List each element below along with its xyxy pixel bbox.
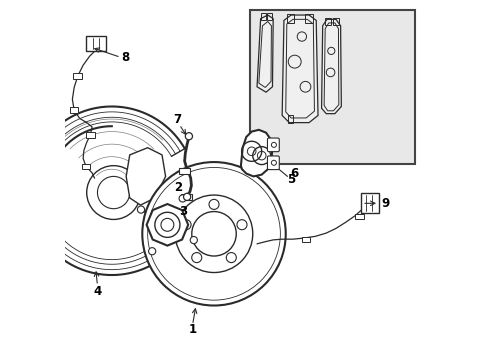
- Circle shape: [185, 133, 192, 140]
- FancyBboxPatch shape: [179, 168, 189, 174]
- FancyBboxPatch shape: [85, 36, 105, 51]
- FancyBboxPatch shape: [81, 163, 90, 169]
- Text: 1: 1: [188, 323, 196, 336]
- Text: 9: 9: [380, 197, 388, 210]
- Polygon shape: [257, 15, 273, 92]
- FancyBboxPatch shape: [86, 132, 94, 138]
- Circle shape: [148, 248, 155, 255]
- FancyBboxPatch shape: [301, 237, 310, 242]
- Polygon shape: [282, 15, 317, 123]
- FancyBboxPatch shape: [181, 194, 192, 200]
- Circle shape: [190, 237, 197, 244]
- Bar: [249, 10, 414, 164]
- Circle shape: [179, 195, 186, 202]
- Text: 4: 4: [93, 285, 102, 298]
- Text: 2: 2: [174, 181, 182, 194]
- FancyBboxPatch shape: [70, 107, 78, 113]
- Text: 3: 3: [179, 205, 187, 218]
- Polygon shape: [241, 130, 272, 176]
- FancyBboxPatch shape: [174, 220, 185, 225]
- FancyBboxPatch shape: [360, 193, 378, 213]
- Circle shape: [137, 206, 144, 213]
- Text: 7: 7: [173, 113, 181, 126]
- Circle shape: [142, 162, 285, 306]
- FancyBboxPatch shape: [267, 156, 279, 170]
- Polygon shape: [126, 148, 165, 205]
- FancyBboxPatch shape: [354, 214, 363, 219]
- Text: 6: 6: [290, 167, 298, 180]
- FancyBboxPatch shape: [51, 123, 64, 130]
- FancyBboxPatch shape: [267, 138, 279, 152]
- Text: 8: 8: [121, 51, 129, 64]
- Polygon shape: [321, 19, 341, 114]
- Circle shape: [183, 193, 190, 201]
- Polygon shape: [146, 204, 188, 246]
- Text: 5: 5: [286, 173, 295, 186]
- FancyBboxPatch shape: [73, 73, 82, 79]
